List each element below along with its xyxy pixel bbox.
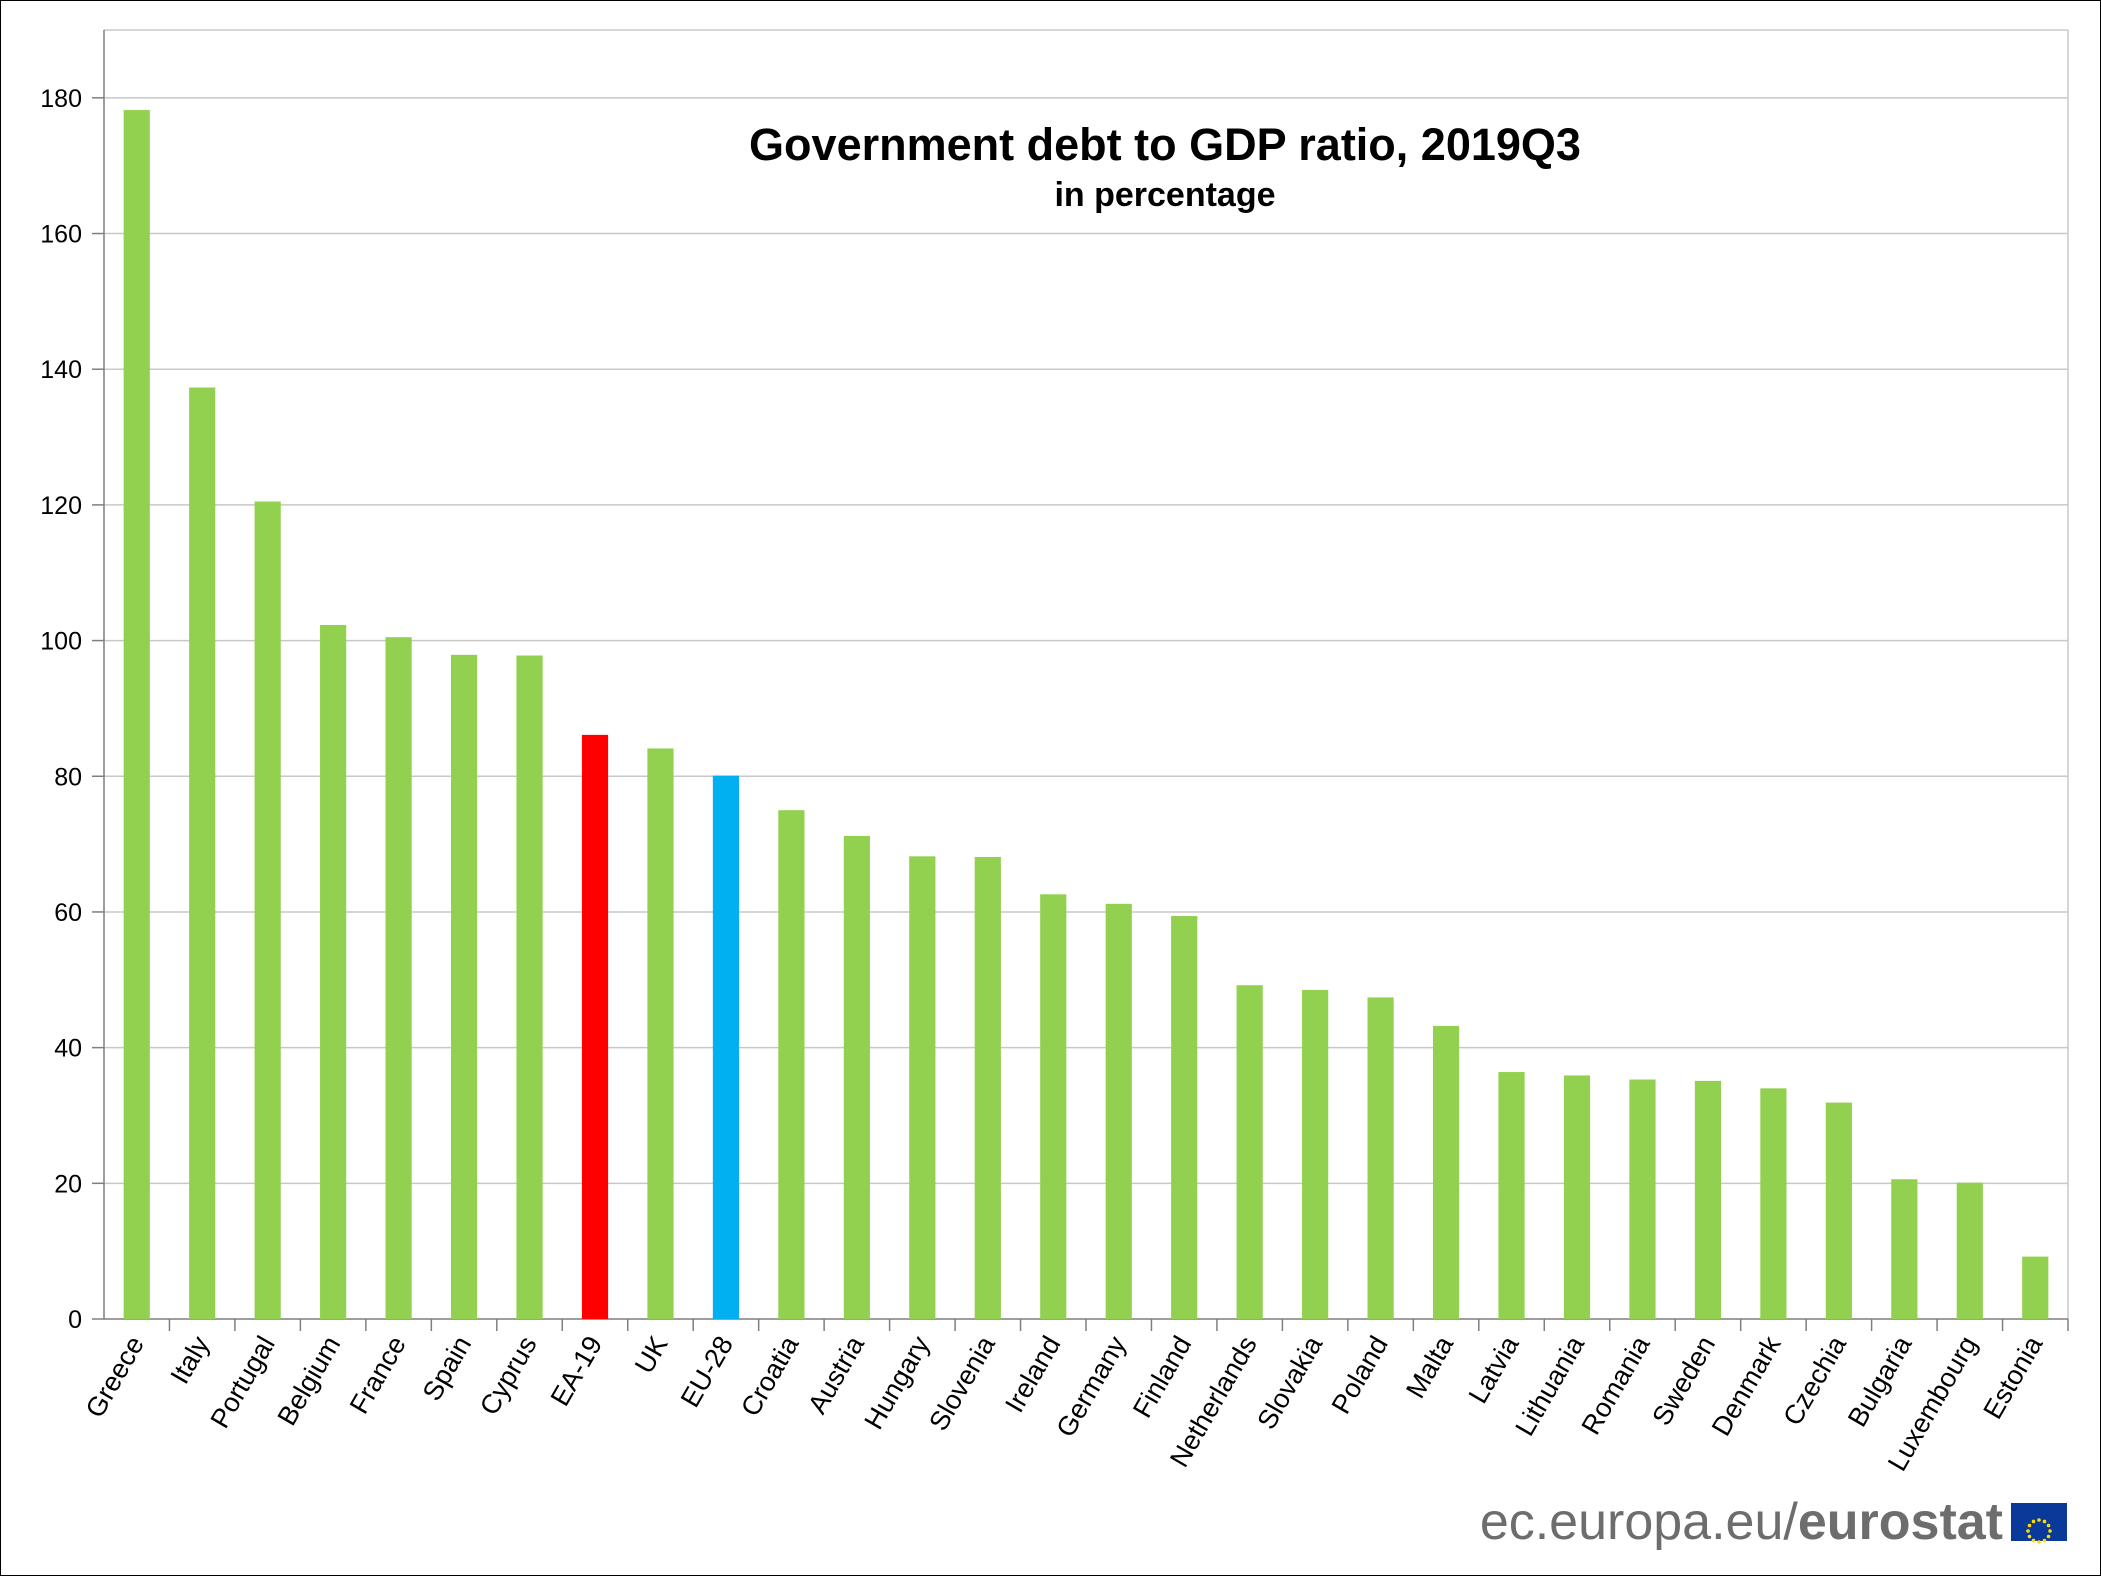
- bar-finland: [1171, 916, 1198, 1319]
- bar-bulgaria: [1891, 1179, 1918, 1319]
- category-label: Portugal: [205, 1331, 281, 1433]
- category-label: Sweden: [1646, 1331, 1721, 1431]
- footer-brand: eurostat: [1797, 1493, 2003, 1551]
- bar-belgium: [320, 624, 347, 1319]
- bar-spain: [450, 654, 478, 1319]
- bar-ireland: [1040, 894, 1067, 1319]
- y-tick-label: 140: [40, 356, 82, 384]
- bar-latvia: [1498, 1072, 1525, 1319]
- bar-france: [385, 637, 412, 1319]
- flag-star: [2027, 1523, 2032, 1528]
- bar-netherlands: [1236, 985, 1263, 1319]
- chart-subtitle: in percentage: [1054, 176, 1275, 214]
- category-label: Slovakia: [1251, 1330, 1328, 1434]
- category-label: Malta: [1400, 1330, 1459, 1403]
- category-label: Greece: [80, 1331, 150, 1423]
- category-label: Poland: [1326, 1331, 1394, 1419]
- flag-star: [2031, 1519, 2036, 1524]
- bar-austria: [843, 835, 870, 1319]
- y-tick-label: 180: [40, 85, 82, 113]
- bar-czechia: [1825, 1102, 1852, 1319]
- category-label: France: [344, 1331, 412, 1419]
- footer-logo: ec.europa.eu/eurostat: [1480, 1492, 2067, 1552]
- bar-denmark: [1760, 1088, 1787, 1319]
- y-tick-label: 0: [68, 1306, 82, 1334]
- category-label: Latvia: [1463, 1330, 1525, 1408]
- bar-croatia: [778, 810, 805, 1319]
- bar-slovenia: [974, 856, 1001, 1319]
- category-label: Cyprus: [474, 1331, 543, 1420]
- category-label: Austria: [802, 1330, 870, 1419]
- y-tick-label: 160: [40, 221, 82, 249]
- bar-ea-19: [581, 734, 609, 1319]
- flag-star: [2037, 1540, 2041, 1544]
- bar-estonia: [2022, 1256, 2049, 1319]
- category-label: Spain: [417, 1331, 478, 1406]
- bar-lithuania: [1563, 1075, 1591, 1319]
- bar-slovakia: [1302, 989, 1329, 1319]
- y-tick-labels: 0 20 40 60 80 100 120 140 160 180: [40, 85, 82, 1334]
- category-label: EU-28: [675, 1331, 739, 1412]
- category-label: UK: [629, 1331, 674, 1378]
- category-label: Ireland: [999, 1331, 1066, 1418]
- y-tick-label: 100: [40, 628, 82, 656]
- category-label: Finland: [1127, 1331, 1197, 1423]
- flag-star: [2046, 1534, 2051, 1539]
- category-label: Croatia: [735, 1330, 805, 1421]
- flag-star: [2048, 1529, 2052, 1533]
- flag-star: [2031, 1538, 2036, 1543]
- y-tick-label: 40: [54, 1035, 82, 1063]
- y-tick-label: 120: [40, 492, 82, 520]
- y-tick-label: 60: [54, 899, 82, 927]
- flag-star: [2037, 1518, 2041, 1522]
- bar-germany: [1105, 903, 1132, 1319]
- bar-luxembourg: [1956, 1182, 1983, 1319]
- flag-star: [2026, 1529, 2030, 1533]
- category-label: Estonia: [1977, 1330, 2049, 1424]
- flag-star: [2027, 1534, 2032, 1539]
- bars: [123, 110, 2049, 1319]
- bar-greece: [123, 110, 150, 1319]
- bar-italy: [189, 387, 216, 1319]
- bar-cyprus: [516, 655, 543, 1319]
- flag-star: [2042, 1538, 2047, 1543]
- bar-hungary: [909, 856, 936, 1319]
- y-tick-label: 80: [54, 763, 82, 791]
- axes: [92, 30, 2069, 1331]
- category-label: Belgium: [272, 1331, 347, 1430]
- eu-flag-icon: [2011, 1503, 2067, 1544]
- category-label: Italy: [165, 1331, 216, 1389]
- y-tick-label: 20: [54, 1170, 82, 1198]
- bar-romania: [1629, 1079, 1656, 1319]
- flag-star: [2042, 1519, 2047, 1524]
- gridlines: [104, 29, 2069, 1319]
- bar-uk: [647, 748, 674, 1319]
- bar-sweden: [1694, 1080, 1722, 1319]
- bar-malta: [1432, 1025, 1460, 1319]
- bar-eu-28: [712, 775, 740, 1319]
- bar-portugal: [254, 501, 281, 1319]
- flag-star: [2046, 1523, 2051, 1528]
- category-label: Czechia: [1777, 1330, 1852, 1430]
- chart-title: Government debt to GDP ratio, 2019Q3: [749, 119, 1581, 170]
- bar-poland: [1367, 997, 1394, 1319]
- category-label: EA-19: [545, 1331, 609, 1411]
- footer-url: ec.europa.eu/: [1479, 1493, 1798, 1551]
